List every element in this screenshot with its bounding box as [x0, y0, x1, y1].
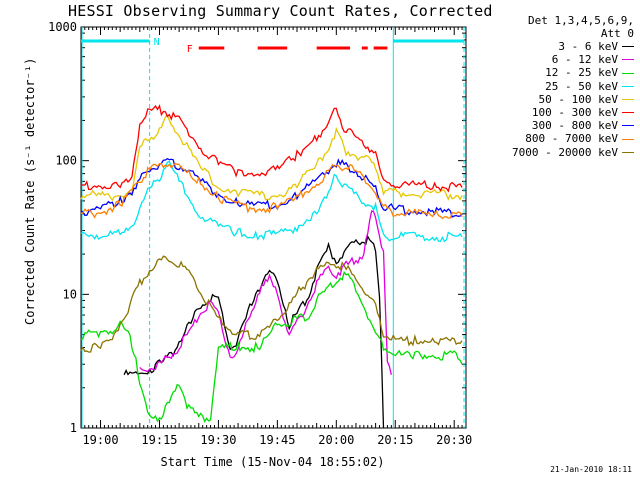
timestamp: 21-Jan-2010 18:11 — [550, 465, 632, 474]
x-tick-label: 19:45 — [259, 433, 295, 447]
legend-swatch — [622, 98, 634, 100]
legend-item: 6 - 12 keV — [512, 53, 634, 66]
legend-swatch — [622, 125, 634, 127]
legend-attenuator: Att 0 — [600, 27, 634, 40]
x-tick-label: 19:00 — [82, 433, 118, 447]
legend-item: 50 - 100 keV — [512, 93, 634, 106]
legend-label: 7000 - 20000 keV — [512, 145, 618, 159]
legend-label: 100 - 300 keV — [531, 106, 618, 120]
series-line-1 — [139, 210, 392, 375]
legend-swatch — [622, 151, 634, 153]
legend-item: 100 - 300 keV — [512, 106, 634, 119]
series-line-7 — [80, 162, 463, 220]
y-tick-label: 100 — [55, 154, 77, 168]
legend-label: 800 - 7000 keV — [525, 132, 618, 146]
y-tick-label: 1000 — [48, 20, 77, 34]
legend-item: 800 - 7000 keV — [512, 132, 634, 145]
legend-swatch — [622, 112, 634, 114]
legend-label: 12 - 25 keV — [545, 66, 618, 80]
y-tick-label: 10 — [63, 287, 77, 301]
y-axis-label: Corrected Count Rate (s⁻¹ detector⁻¹) — [23, 57, 37, 325]
legend-detectors: Det 1,3,4,5,6,9, — [528, 14, 634, 27]
legend-label: 3 - 6 keV — [558, 40, 618, 53]
x-tick-label: 19:30 — [200, 433, 236, 447]
x-tick-label: 20:00 — [318, 433, 354, 447]
series-line-8 — [80, 255, 463, 353]
annotation-label-n: N — [154, 37, 160, 48]
y-tick-label: 1 — [70, 421, 77, 435]
legend: 3 - 6 keV 6 - 12 keV 12 - 25 keV 25 - 50 ke… — [512, 40, 634, 159]
annotation-label-f: F — [187, 44, 193, 55]
legend-item: 7000 - 20000 keV — [512, 146, 634, 159]
legend-item: 25 - 50 keV — [512, 80, 634, 93]
legend-item: 3 - 6 keV — [512, 40, 634, 53]
legend-label: 6 - 12 keV — [551, 53, 618, 67]
series-line-4 — [80, 114, 463, 202]
x-tick-label: 19:15 — [141, 433, 177, 447]
legend-swatch — [622, 138, 634, 140]
plot-frame — [80, 26, 467, 429]
legend-swatch — [622, 46, 634, 48]
series-line-2 — [80, 270, 463, 423]
series-line-5 — [80, 104, 463, 193]
legend-swatch — [622, 85, 634, 87]
chart-title: HESSI Observing Summary Count Rates, Cor… — [68, 2, 493, 20]
x-tick-label: 20:15 — [377, 433, 413, 447]
legend-item: 300 - 800 keV — [512, 119, 634, 132]
series-line-3 — [80, 160, 463, 243]
x-axis-label: Start Time (15-Nov-04 18:55:02) — [160, 455, 385, 469]
legend-swatch — [622, 72, 634, 74]
legend-item: 12 - 25 keV — [512, 66, 634, 79]
legend-header: Det 1,3,4,5,6,9, Att 0 — [528, 14, 634, 40]
legend-label: 25 - 50 keV — [545, 79, 618, 93]
legend-label: 50 - 100 keV — [538, 92, 618, 106]
series-line-6 — [80, 157, 463, 218]
legend-swatch — [622, 59, 634, 61]
series-line-0 — [123, 234, 385, 429]
legend-label: 300 - 800 keV — [531, 119, 618, 133]
x-tick-label: 20:30 — [436, 433, 472, 447]
